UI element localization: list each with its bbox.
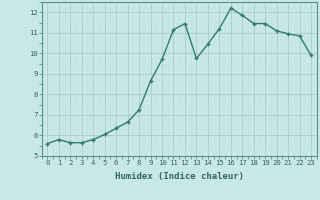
X-axis label: Humidex (Indice chaleur): Humidex (Indice chaleur) (115, 172, 244, 181)
